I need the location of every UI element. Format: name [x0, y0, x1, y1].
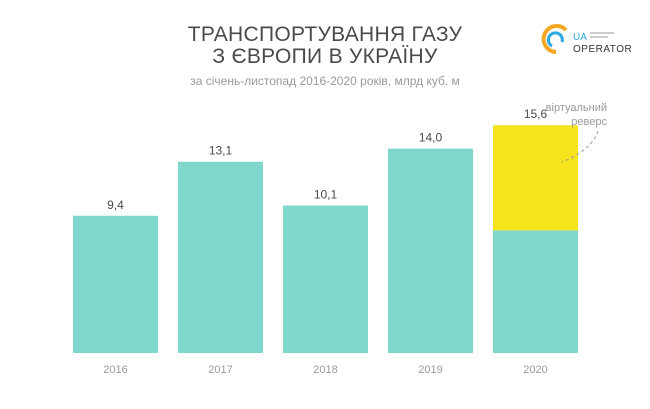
bar-2018 — [283, 205, 368, 353]
annotation-virtual-reverse-line2: реверс — [571, 116, 607, 128]
bar-2016 — [73, 215, 158, 353]
chart-subtitle: за січень-листопад 2016-2020 років, млрд… — [190, 74, 460, 88]
value-label-2019: 14,0 — [419, 131, 443, 145]
annotation-virtual-reverse-line1: віртуальний — [546, 102, 607, 114]
x-tick-label: 2019 — [418, 364, 442, 376]
ua-operator-logo: UA OPERATOR — [541, 24, 632, 55]
value-label-2020: 15,6 — [524, 107, 548, 121]
value-label-2017: 13,1 — [209, 144, 233, 158]
x-tick-label: 2017 — [208, 364, 232, 376]
value-label-2018: 10,1 — [314, 188, 338, 202]
x-tick-label: 2020 — [523, 364, 547, 376]
bar-2020 — [493, 230, 578, 353]
bar-2019 — [388, 148, 473, 353]
bar-2017 — [178, 161, 263, 353]
chart-title-line1: ТРАНСПОРТУВАННЯ ГАЗУ — [187, 23, 463, 46]
bar-segment-virtual-reverse-2020 — [493, 125, 578, 231]
chart-title-line2: З ЄВРОПИ В УКРАЇНУ — [212, 45, 438, 68]
x-tick-label: 2018 — [313, 364, 337, 376]
annotation-leader-line — [561, 130, 599, 163]
value-label-2016: 9,4 — [107, 198, 124, 212]
svg-text:OPERATOR: OPERATOR — [573, 44, 632, 55]
x-tick-label: 2016 — [103, 364, 127, 376]
svg-text:UA: UA — [573, 32, 587, 43]
